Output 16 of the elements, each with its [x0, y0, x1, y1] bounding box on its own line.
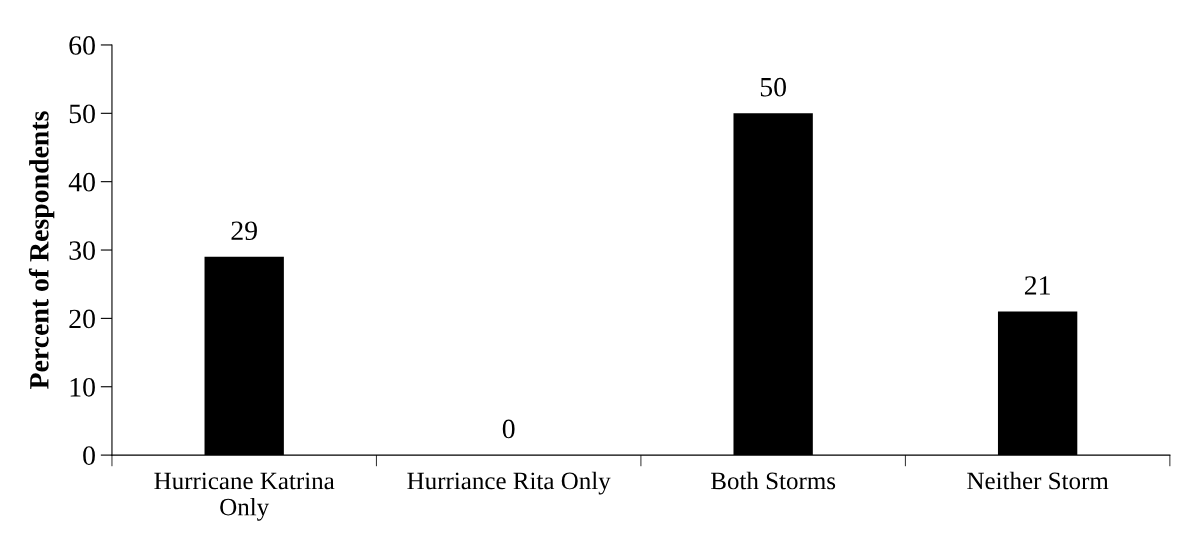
y-tick-label: 10 [70, 377, 95, 397]
y-tick-label: 40 [68, 172, 95, 192]
x-tick-label: Hurricane Katrina Only [154, 472, 335, 521]
y-tick-label: 20 [69, 309, 95, 329]
y-tick-label: 0 [83, 446, 95, 466]
y-tick-label: 30 [69, 241, 95, 260]
data-label: 21 [1024, 276, 1050, 295]
y-tick-label: 60 [69, 36, 95, 55]
x-tick-label: Both Storms [711, 471, 836, 490]
x-tick-label: Neither Storm [967, 471, 1109, 490]
data-label: 29 [231, 221, 257, 241]
y-tick-label: 50 [69, 104, 95, 124]
y-axis-title: Percent of Respondents [28, 111, 55, 389]
x-tick-label: Hurriance Rita Only [407, 471, 611, 495]
data-label: 50 [760, 77, 786, 97]
data-label: 0 [502, 419, 515, 439]
